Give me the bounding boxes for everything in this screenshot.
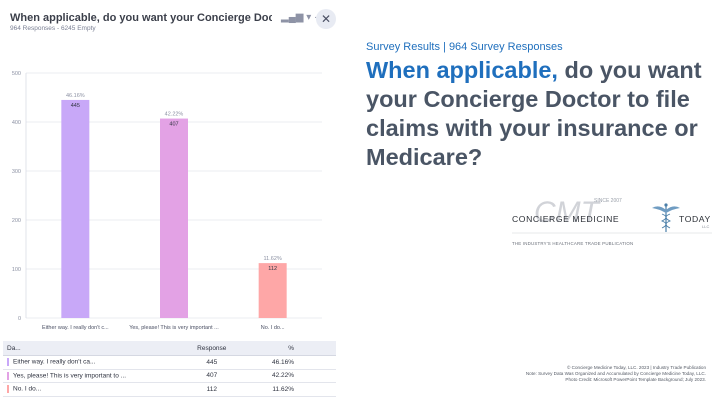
answer-label: Either way. I really don't ca... (13, 358, 96, 366)
table-cell-percent: 11.62% (238, 382, 336, 397)
logo-name-left: CONCIERGE MEDICINE (512, 214, 619, 224)
table-cell-response: 445 (185, 355, 239, 370)
table-cell-percent: 42.22% (238, 369, 336, 383)
table-cell-response: 407 (185, 369, 239, 383)
slide-title-highlight: When applicable, (366, 57, 558, 83)
table-header-row: Da... Response % (3, 341, 336, 356)
table-row: Yes, please! This is very important to .… (3, 369, 336, 383)
bar-percent-label: 11.62% (264, 256, 282, 262)
chart-labels: 46.16% 445 Either way. I really don't c...… (42, 93, 285, 331)
bar-percent-label: 46.16% (66, 93, 85, 99)
y-tick-label: 500 (12, 71, 21, 77)
table-cell-answer: No. I do... (3, 382, 186, 397)
slide-title-rest: do you want your Concierge Doctor to fil… (366, 57, 702, 170)
slide-kicker: Survey Results | 964 Survey Responses (366, 41, 563, 53)
bar-value-label: 112 (268, 266, 277, 272)
bar (258, 263, 287, 318)
logo-monogram: CMT (534, 196, 602, 229)
x-category-label: Either way. I really don't c... (42, 325, 109, 331)
logo-llc: LLC (702, 224, 709, 229)
table-cell-percent: 46.16% (238, 355, 336, 370)
logo-name-right: TODAY (679, 214, 711, 224)
bar-percent-label: 42.22% (165, 112, 184, 118)
table-cell-answer: Either way. I really don't ca... (3, 355, 186, 370)
cmt-logo: CMT SINCE 2007 CONCIERGE MEDICINE TODAY … (512, 196, 712, 246)
bar-chart: 0 100 200 300 400 500 46.16% 445 Either way. I … (12, 71, 322, 331)
y-tick-label: 200 (12, 218, 21, 224)
answer-label: No. I do... (13, 385, 42, 393)
table-cell-answer: Yes, please! This is very important to .… (3, 369, 186, 383)
survey-panel: When applicable, do you want your Concie… (0, 0, 344, 405)
bar-value-label: 407 (169, 122, 178, 128)
series-color-swatch (7, 371, 9, 380)
y-tick-label: 300 (12, 169, 21, 175)
footer-note: Note: Survey Data Was Organized and Accu… (525, 371, 706, 377)
y-tick-label: 400 (12, 120, 21, 126)
y-tick-label: 100 (12, 267, 21, 273)
x-category-label: Yes, please! This is very important ... (129, 325, 219, 331)
results-table: Da... Response % Either way. I really do… (3, 341, 336, 397)
bar-value-label: 445 (71, 103, 80, 109)
table-row: No. I do... 112 11.62% (3, 382, 336, 397)
caduceus-icon (652, 203, 680, 232)
table-header-response[interactable]: Response (185, 341, 239, 356)
panel-subtitle: 964 Responses - 6245 Empty (10, 25, 96, 32)
table-header-percent[interactable]: % (238, 341, 336, 356)
slide-footer: © Concierge Medicine Today, LLC. 2023 | … (498, 365, 706, 384)
answer-label: Yes, please! This is very important to .… (13, 372, 127, 380)
table-cell-response: 112 (185, 382, 239, 397)
table-row: Either way. I really don't ca... 445 46.… (3, 355, 336, 370)
bar (160, 118, 188, 318)
y-tick-label: 0 (18, 316, 21, 322)
footer-credit: Photo Credit: Microsoft PowerPoint Templ… (565, 377, 706, 383)
logo-since: SINCE 2007 (594, 198, 622, 204)
footer-copyright: © Concierge Medicine Today, LLC. 2023 | … (567, 365, 706, 370)
series-color-swatch (7, 358, 9, 367)
chart-type-icon[interactable]: ▂▄▆ ▾ · (281, 12, 318, 23)
x-category-label: No. I do... (261, 325, 285, 331)
table-header-answer[interactable]: Da... (3, 341, 186, 356)
slide-title: When applicable, do you want your Concie… (366, 56, 706, 172)
series-color-swatch (7, 385, 9, 394)
chart-bars (61, 99, 287, 318)
panel-title: When applicable, do you want your Concie… (10, 12, 272, 24)
slide-content: Survey Results | 964 Survey Responses Wh… (366, 0, 716, 405)
bar (61, 99, 90, 318)
logo-tagline: THE INDUSTRY'S HEALTHCARE TRADE PUBLICAT… (512, 241, 633, 246)
close-button[interactable]: ✕ (316, 9, 336, 29)
